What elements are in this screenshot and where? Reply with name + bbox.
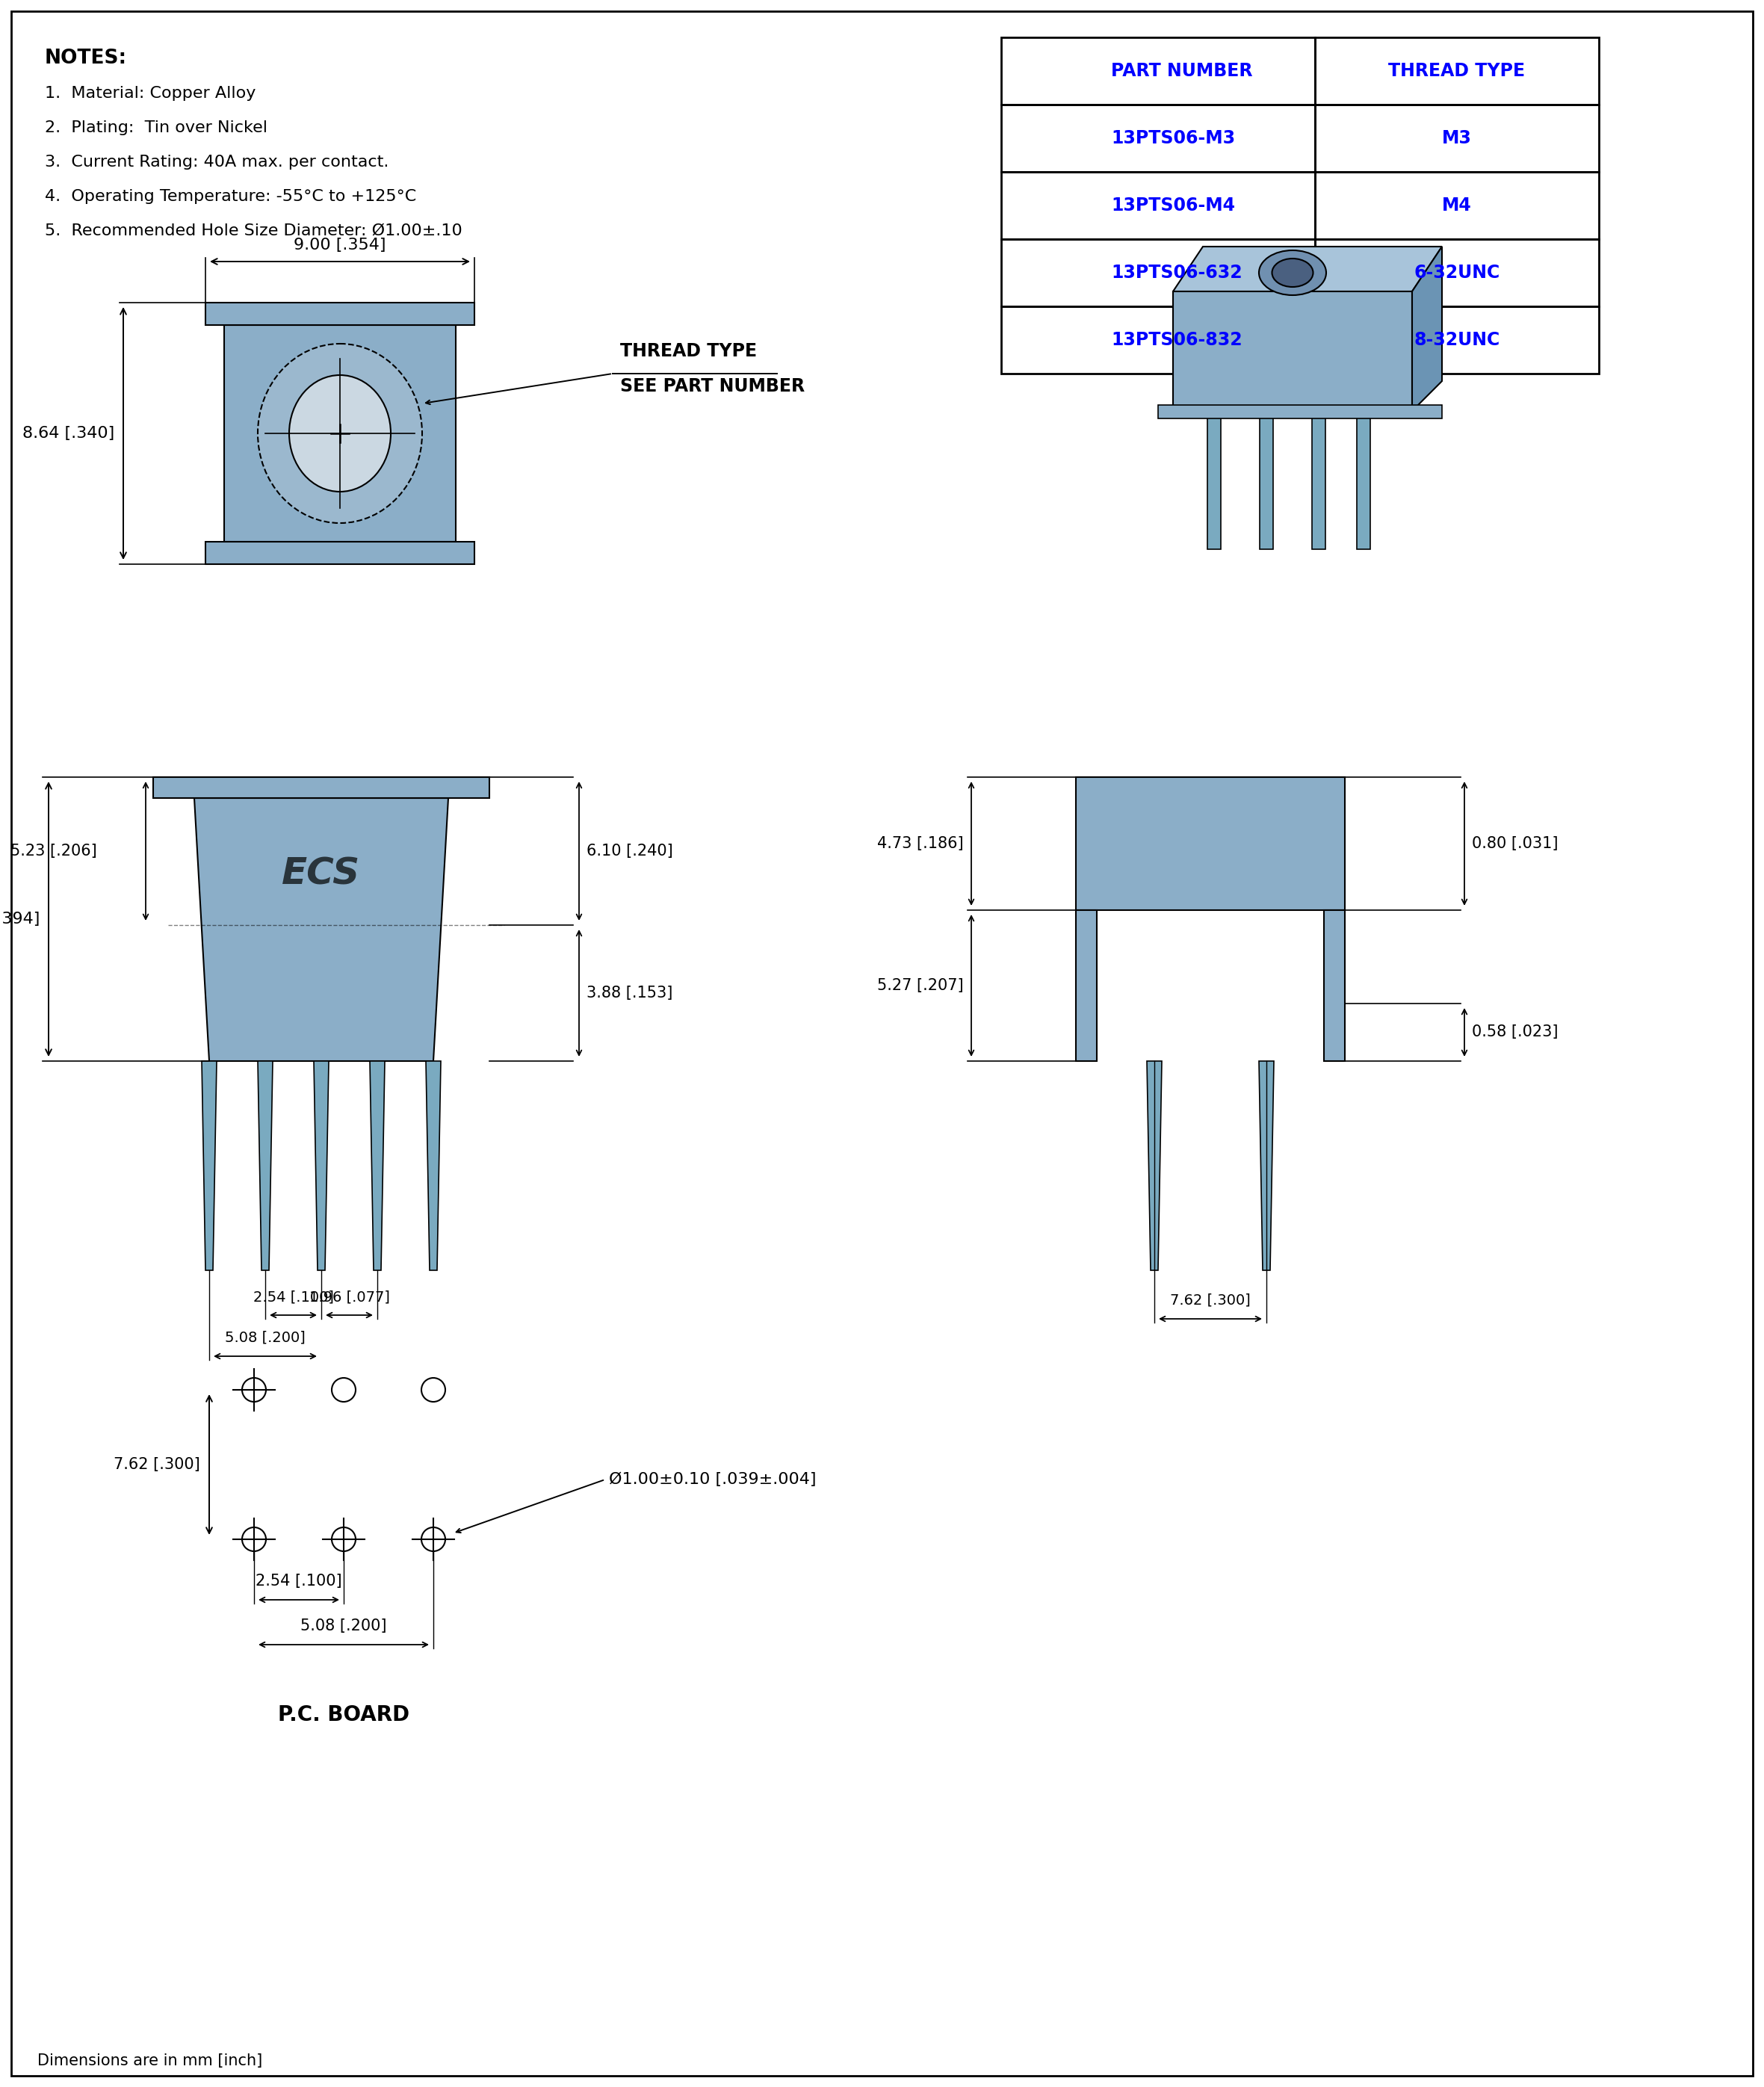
Text: 0.58 [.023]: 0.58 [.023] xyxy=(1471,1025,1558,1039)
Text: 4.73 [.186]: 4.73 [.186] xyxy=(877,837,963,851)
Text: 9.00 [.354]: 9.00 [.354] xyxy=(295,238,386,253)
Polygon shape xyxy=(258,1060,273,1271)
Polygon shape xyxy=(370,1060,385,1271)
Polygon shape xyxy=(1173,246,1441,292)
Text: 2.  Plating:  Tin over Nickel: 2. Plating: Tin over Nickel xyxy=(44,121,268,136)
Text: SEE PART NUMBER: SEE PART NUMBER xyxy=(621,378,804,394)
Polygon shape xyxy=(1173,292,1413,411)
Bar xyxy=(1002,171,1314,240)
Bar xyxy=(1325,910,1344,1060)
Text: 1.  Material: Copper Alloy: 1. Material: Copper Alloy xyxy=(44,86,256,100)
Polygon shape xyxy=(425,1060,441,1271)
Text: 1.96 [.077]: 1.96 [.077] xyxy=(309,1290,390,1304)
Ellipse shape xyxy=(258,344,422,524)
Polygon shape xyxy=(1259,1060,1274,1271)
Ellipse shape xyxy=(1272,259,1312,286)
Text: 8.64 [.340]: 8.64 [.340] xyxy=(23,426,115,440)
Bar xyxy=(1259,411,1274,549)
Bar xyxy=(1314,240,1598,307)
Text: 4.  Operating Temperature: -55°C to +125°C: 4. Operating Temperature: -55°C to +125°… xyxy=(44,190,416,205)
Text: M4: M4 xyxy=(1443,196,1471,215)
Circle shape xyxy=(422,1528,445,1551)
Text: 6-32UNC: 6-32UNC xyxy=(1415,263,1499,282)
Text: 7.62 [.300]: 7.62 [.300] xyxy=(1170,1294,1251,1309)
Bar xyxy=(1314,104,1598,171)
Bar xyxy=(1207,411,1221,549)
Text: 6.10 [.240]: 6.10 [.240] xyxy=(586,843,674,858)
Bar xyxy=(224,326,455,543)
Bar xyxy=(1159,405,1441,419)
Text: 10.0 [.394]: 10.0 [.394] xyxy=(0,912,39,927)
Text: 8-32UNC: 8-32UNC xyxy=(1415,332,1499,349)
Text: 5.23 [.206]: 5.23 [.206] xyxy=(11,843,97,858)
Bar xyxy=(205,303,475,326)
Text: 3.88 [.153]: 3.88 [.153] xyxy=(586,985,672,1000)
Bar xyxy=(1314,171,1598,240)
Text: M3: M3 xyxy=(1441,129,1471,148)
Bar xyxy=(1312,411,1325,549)
Text: 5.08 [.200]: 5.08 [.200] xyxy=(300,1620,386,1634)
Text: NOTES:: NOTES: xyxy=(44,48,127,69)
Bar xyxy=(1002,240,1314,307)
Polygon shape xyxy=(1147,1060,1162,1271)
Text: ECS: ECS xyxy=(282,856,360,891)
Text: 5.08 [.200]: 5.08 [.200] xyxy=(226,1332,305,1344)
Text: THREAD TYPE: THREAD TYPE xyxy=(621,342,757,361)
Polygon shape xyxy=(194,797,448,1060)
Circle shape xyxy=(332,1528,356,1551)
Text: 13PTS06-M4: 13PTS06-M4 xyxy=(1111,196,1235,215)
Bar xyxy=(153,776,489,797)
Ellipse shape xyxy=(1259,250,1327,294)
Circle shape xyxy=(332,1377,356,1402)
Text: 5.  Recommended Hole Size Diameter: Ø1.00±.10: 5. Recommended Hole Size Diameter: Ø1.00… xyxy=(44,223,462,238)
Bar xyxy=(1076,776,1344,910)
Text: 0.80 [.031]: 0.80 [.031] xyxy=(1471,837,1558,851)
Text: THREAD TYPE: THREAD TYPE xyxy=(1388,63,1526,79)
Text: 2.54 [.100]: 2.54 [.100] xyxy=(252,1290,333,1304)
Bar xyxy=(1002,307,1314,374)
Text: Dimensions are in mm [inch]: Dimensions are in mm [inch] xyxy=(37,2054,263,2068)
Text: 13PTS06-832: 13PTS06-832 xyxy=(1111,332,1242,349)
Circle shape xyxy=(422,1377,445,1402)
Polygon shape xyxy=(314,1060,328,1271)
Polygon shape xyxy=(1413,246,1441,411)
Text: P.C. BOARD: P.C. BOARD xyxy=(279,1705,409,1726)
Text: Ø1.00±0.10 [.039±.004]: Ø1.00±0.10 [.039±.004] xyxy=(609,1471,817,1486)
Text: 13PTS06-632: 13PTS06-632 xyxy=(1111,263,1242,282)
Text: 3.  Current Rating: 40A max. per contact.: 3. Current Rating: 40A max. per contact. xyxy=(44,154,388,169)
Bar xyxy=(1314,307,1598,374)
Bar xyxy=(1002,38,1314,104)
Bar xyxy=(1357,411,1371,549)
Bar xyxy=(1002,104,1314,171)
Text: 5.27 [.207]: 5.27 [.207] xyxy=(877,979,963,993)
Ellipse shape xyxy=(289,376,392,493)
Circle shape xyxy=(242,1377,266,1402)
Text: 13PTS06-M3: 13PTS06-M3 xyxy=(1111,129,1235,148)
Bar xyxy=(205,543,475,563)
Circle shape xyxy=(242,1528,266,1551)
Polygon shape xyxy=(201,1060,217,1271)
Bar xyxy=(1314,38,1598,104)
Text: 2.54 [.100]: 2.54 [.100] xyxy=(256,1574,342,1588)
Bar xyxy=(1076,910,1097,1060)
Text: 7.62 [.300]: 7.62 [.300] xyxy=(113,1457,201,1471)
Text: PART NUMBER: PART NUMBER xyxy=(1111,63,1252,79)
